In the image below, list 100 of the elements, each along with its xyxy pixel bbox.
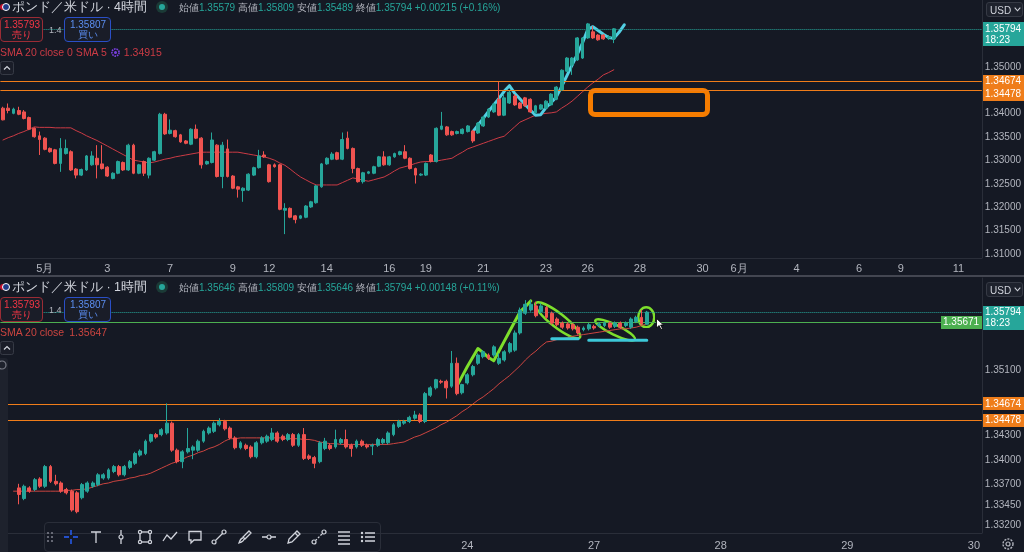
candlestick xyxy=(137,163,141,175)
candlestick xyxy=(581,36,584,60)
y-tick-label: 1.31500 xyxy=(984,224,1022,236)
annotation: 1.35807 xyxy=(69,298,107,310)
sell-button: 1.35793 売り xyxy=(0,297,43,322)
candlestick xyxy=(398,150,402,156)
candlestick xyxy=(466,124,470,134)
candlestick xyxy=(393,152,396,159)
ref-line-label: 1.34674 xyxy=(985,75,1022,87)
candlestick xyxy=(144,439,147,456)
candlestick xyxy=(492,102,496,114)
candlestick xyxy=(382,150,386,167)
candlestick xyxy=(346,131,349,150)
x-tick-label: 4 xyxy=(793,261,800,274)
candlestick xyxy=(220,141,224,189)
text: 始値1.35579 高値1.35809 安値1.35489 終値1.35794 +0.00215 (+0.16%) xyxy=(179,1,501,13)
ref-line-label: 1.35794 18:23 xyxy=(985,306,1022,329)
candlestick xyxy=(320,162,323,189)
candlestick xyxy=(107,467,110,481)
buy-button: 1.35807 買い xyxy=(64,297,111,322)
candlestick xyxy=(163,112,167,136)
candlestick xyxy=(613,320,617,329)
candlestick xyxy=(132,143,135,175)
candlestick xyxy=(299,214,302,220)
candlestick xyxy=(608,320,612,330)
ref-line-label: 1.34478 xyxy=(985,88,1022,100)
y-tick-label: 1.33500 xyxy=(984,130,1022,142)
candlestick xyxy=(440,111,443,131)
y-tick-label: 1.34000 xyxy=(984,453,1022,465)
candlestick xyxy=(618,320,622,330)
y-tick-label: 1.34000 xyxy=(984,107,1022,119)
candlestick xyxy=(497,81,501,117)
x-tick-label: 11 xyxy=(952,261,965,274)
chart-title: ポンド／米ドル · 4時間 xyxy=(12,0,148,14)
candlestick xyxy=(173,129,177,139)
candlestick xyxy=(291,432,295,448)
y-tick-label: 1.35000 xyxy=(984,60,1022,72)
ref-line-label: 1.34674 xyxy=(985,397,1022,409)
candlestick xyxy=(267,163,271,184)
text: SMA 20 close xyxy=(0,326,65,338)
candlestick xyxy=(434,126,438,163)
candlestick xyxy=(370,443,374,456)
x-tick-label: 28 xyxy=(633,261,647,274)
candlestick xyxy=(534,104,537,115)
candlestick xyxy=(339,437,343,445)
candlestick xyxy=(434,378,438,391)
x-tick-label: 28 xyxy=(714,538,727,551)
candlestick xyxy=(455,357,459,396)
candlestick xyxy=(492,344,496,358)
candlestick xyxy=(471,364,475,377)
y-tick-label: 1.31000 xyxy=(984,247,1022,259)
candlestick xyxy=(159,427,163,437)
annotation: 買い xyxy=(78,309,98,320)
candlestick xyxy=(38,476,42,489)
candlestick xyxy=(158,112,162,156)
candlestick xyxy=(297,432,300,448)
x-tick-label: 30 xyxy=(967,538,981,551)
candlestick xyxy=(587,322,591,331)
candlestick xyxy=(413,410,417,421)
candlestick xyxy=(534,301,538,318)
candlestick xyxy=(387,155,391,167)
ref-line-label: 1.34478 xyxy=(985,414,1022,425)
candlestick xyxy=(85,154,88,172)
text: SMA 20 close 0 SMA 5 xyxy=(0,46,107,58)
candlestick xyxy=(12,107,15,115)
candlestick xyxy=(239,440,242,450)
candlestick xyxy=(340,132,344,161)
buy-button: 1.35807 買い xyxy=(64,17,111,42)
candlestick xyxy=(414,167,417,185)
y-tick-label: 1.35100 xyxy=(984,363,1022,375)
x-tick-label: 21 xyxy=(477,261,490,274)
currency-button: USD xyxy=(986,282,1023,297)
candlestick xyxy=(27,485,31,494)
x-tick-label: 9 xyxy=(897,261,904,274)
y-tick-label: 1.33700 xyxy=(984,478,1022,490)
candlestick xyxy=(597,321,601,328)
y-tick-label: 1.33200 xyxy=(984,519,1022,531)
x-tick-label: 24 xyxy=(461,538,474,551)
candlestick xyxy=(286,432,290,442)
candlestick xyxy=(33,477,37,492)
candlestick xyxy=(59,137,62,173)
candlestick xyxy=(429,153,433,163)
candlestick xyxy=(154,432,158,440)
candlestick xyxy=(117,464,121,477)
x-tick-label: 5月 xyxy=(36,261,54,274)
candlestick xyxy=(487,107,490,119)
candlestick xyxy=(392,422,395,437)
annotation: 1.35647 xyxy=(69,326,108,338)
x-tick-label: 27 xyxy=(587,538,601,551)
x-tick-label: 29 xyxy=(841,538,854,551)
candlestick xyxy=(121,161,125,172)
candlestick xyxy=(465,372,469,386)
line-series xyxy=(471,23,626,134)
candlestick xyxy=(226,139,229,178)
candlestick xyxy=(281,434,285,442)
x-tick-label: 16 xyxy=(383,261,396,274)
candlestick xyxy=(168,118,172,135)
x-tick-label: 26 xyxy=(581,261,594,274)
candlestick xyxy=(112,464,116,474)
chart-title: ポンド／米ドル · 1時間 xyxy=(12,280,148,294)
